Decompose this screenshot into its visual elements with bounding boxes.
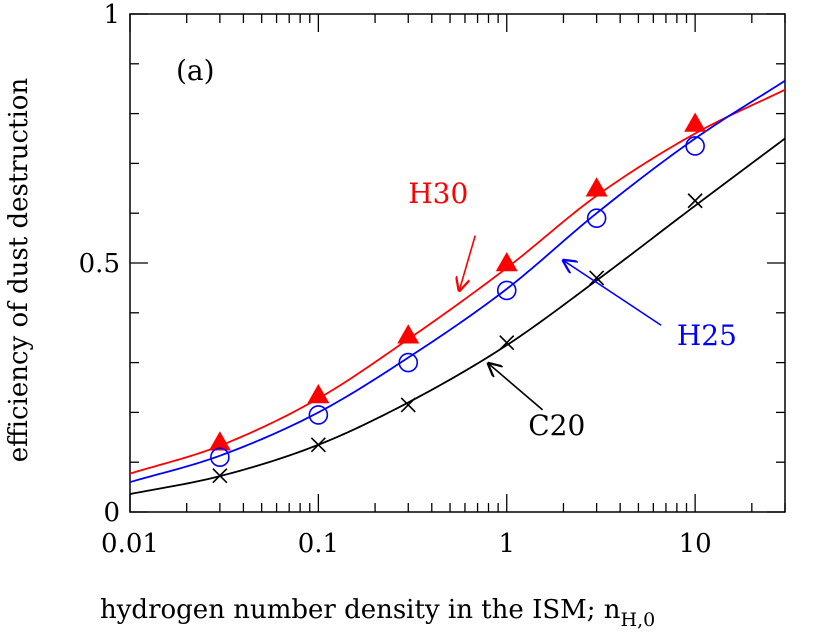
curve-c20 [129, 137, 786, 495]
marker-h25 [685, 136, 705, 156]
x-tick-label: 1 [498, 529, 515, 559]
x-axis-title-main: hydrogen number density in the ISM; n [100, 595, 621, 625]
tick-labels: 0.01 0.1 1 10 0 0.5 1 [79, 0, 712, 559]
fit-curves [129, 79, 786, 495]
y-axis-title: efficiency of dust destruction [4, 78, 34, 463]
marker-h25 [398, 352, 419, 373]
arrow-h25 [563, 261, 662, 326]
y-tick-label: 0 [103, 498, 120, 528]
marker-c20 [212, 468, 228, 484]
data-markers [208, 112, 707, 484]
x-axis-title-subscript: H,0 [621, 609, 656, 631]
label-h30: H30 [408, 177, 468, 210]
marker-h25 [210, 447, 230, 468]
marker-c20 [687, 193, 703, 209]
arrow-c20 [488, 364, 544, 411]
axes [129, 13, 786, 513]
arrow-h30 [459, 235, 476, 291]
marker-h25 [308, 405, 329, 425]
marker-c20 [400, 397, 416, 413]
plot-frame [129, 13, 786, 513]
curve-h30 [129, 88, 786, 475]
marker-h30 [307, 383, 330, 404]
x-tick-label: 0.01 [101, 529, 159, 559]
marker-h30 [208, 431, 231, 451]
marker-h25 [586, 208, 607, 228]
label-h25: H25 [677, 319, 737, 352]
label-c20: C20 [528, 409, 585, 442]
x-tick-label: 10 [679, 529, 712, 559]
marker-c20 [310, 437, 326, 453]
marker-h30 [585, 177, 608, 197]
x-axis-title: hydrogen number density in the ISM; nH,0 [100, 595, 655, 631]
panel-label: (a) [176, 54, 215, 87]
curve-h25 [129, 79, 786, 483]
y-tick-label: 0.5 [79, 249, 120, 279]
marker-c20 [499, 335, 515, 351]
marker-h30 [495, 252, 518, 272]
marker-h30 [397, 324, 420, 344]
series-annotations: H30 H25 C20 [408, 177, 737, 442]
y-tick-label: 1 [103, 0, 120, 30]
x-tick-label: 0.1 [298, 529, 339, 559]
marker-h25 [496, 280, 517, 301]
marker-c20 [589, 270, 605, 286]
tick-marks [129, 13, 786, 513]
marker-h30 [684, 112, 707, 132]
